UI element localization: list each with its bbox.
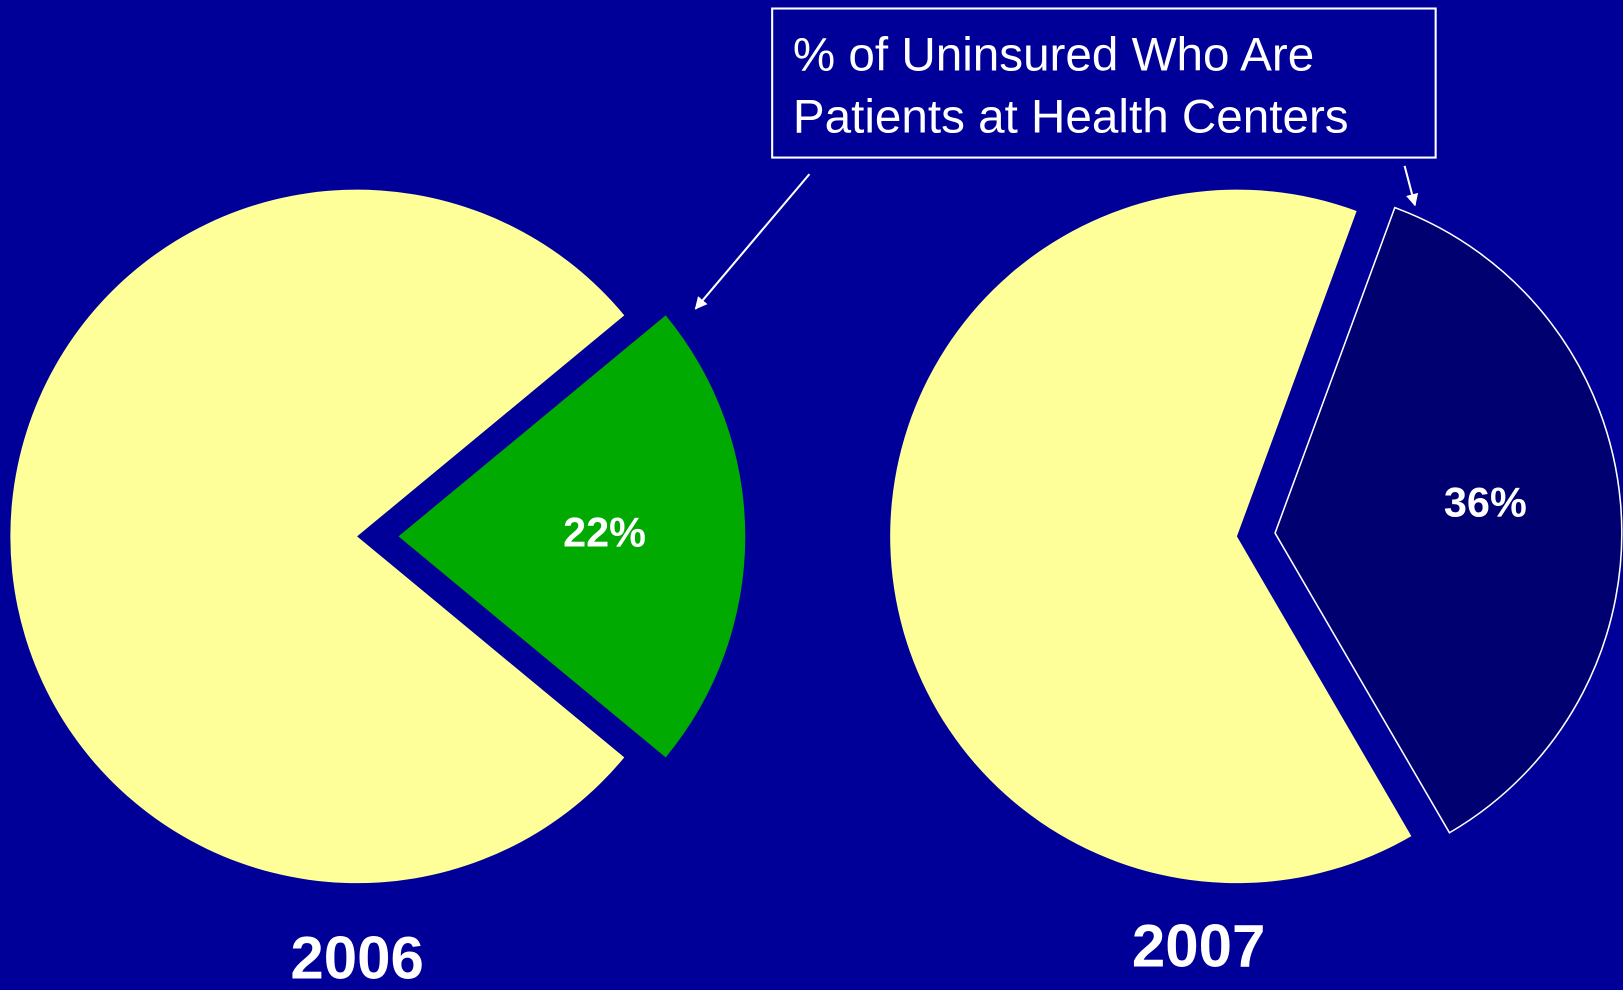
data-label: 22% xyxy=(563,509,646,555)
annotation-line: % of Uninsured Who Are xyxy=(793,29,1314,82)
pie-title: 2007 xyxy=(1132,912,1266,979)
pie-slice xyxy=(398,315,746,758)
data-label: 36% xyxy=(1444,479,1527,525)
pie-slice xyxy=(10,189,625,884)
annotation-line: Patients at Health Centers xyxy=(793,91,1349,144)
pie-title: 2006 xyxy=(290,925,424,990)
annotation-box xyxy=(771,7,1437,159)
annotation-arrow xyxy=(694,173,811,310)
pie-slice xyxy=(890,189,1412,884)
pie-slice xyxy=(1274,206,1623,834)
annotation-arrow xyxy=(1403,165,1419,207)
